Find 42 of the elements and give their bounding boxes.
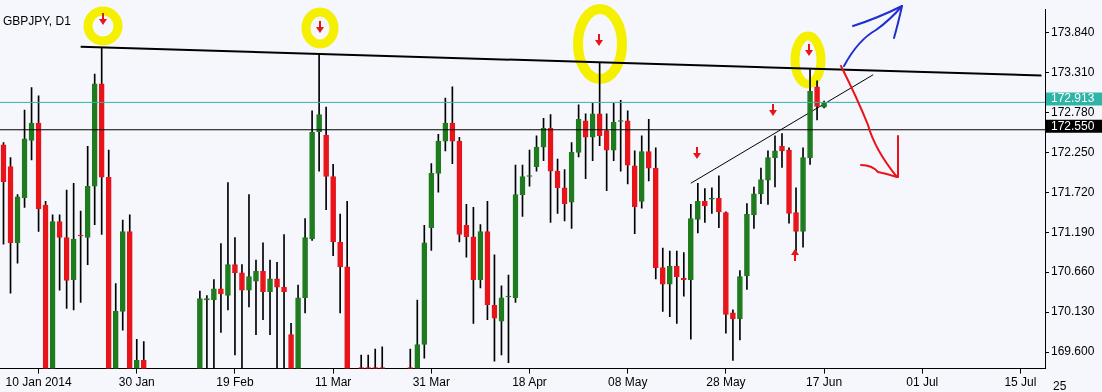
candlestick bbox=[673, 250, 680, 324]
candlestick bbox=[274, 262, 280, 369]
chart-title: GBPJPY, D1 bbox=[3, 13, 72, 28]
y-tick-label: 170.130 bbox=[1051, 304, 1095, 319]
candlestick bbox=[337, 213, 343, 314]
candlestick bbox=[239, 264, 245, 369]
x-tick-label: 10 Jan 2014 bbox=[5, 375, 72, 390]
candlestick bbox=[211, 279, 217, 369]
candlestick bbox=[218, 243, 224, 333]
y-tick-label: 170.660 bbox=[1051, 264, 1095, 279]
x-tick-label: 08 May bbox=[608, 375, 648, 390]
y-tick-label: 173.840 bbox=[1051, 24, 1095, 39]
x-tick-label: 31 Mar bbox=[412, 375, 451, 390]
text: 25 bbox=[1053, 378, 1067, 392]
y-tick-label: 169.600 bbox=[1051, 344, 1095, 359]
x-tick-label: 30 Jan bbox=[118, 375, 155, 390]
x-tick-label: 11 Mar bbox=[314, 375, 352, 390]
ref-line-label: 172.913 bbox=[1051, 91, 1095, 106]
x-tick-label: 01 Jul bbox=[906, 375, 939, 390]
x-tick-label: 15 Jul bbox=[1004, 375, 1037, 390]
candlestick bbox=[779, 133, 785, 168]
candlestick bbox=[702, 188, 708, 223]
x-tick-label: 28 May bbox=[706, 375, 746, 390]
candlestick bbox=[204, 295, 210, 369]
ref-line-label: 172.550 bbox=[1051, 118, 1095, 133]
y-tick-label: 171.720 bbox=[1051, 184, 1095, 199]
x-tick-label: 19 Feb bbox=[216, 375, 254, 390]
y-tick-label: 173.310 bbox=[1051, 64, 1095, 79]
y-tick-label: 172.780 bbox=[1051, 104, 1095, 119]
y-tick-label: 172.250 bbox=[1051, 144, 1095, 159]
candlestick bbox=[225, 182, 231, 311]
candlestick bbox=[709, 187, 715, 214]
candlestick bbox=[232, 237, 238, 356]
candlestick bbox=[267, 259, 273, 336]
x-tick-label: 18 Apr bbox=[512, 375, 547, 390]
candlestick bbox=[716, 175, 722, 229]
candlestick bbox=[253, 259, 259, 336]
candlestick bbox=[281, 234, 287, 369]
x-tick-label: 17 Jun bbox=[806, 375, 843, 390]
candlestick bbox=[246, 194, 252, 308]
candlestick bbox=[730, 309, 736, 361]
y-tick-label: 171.190 bbox=[1051, 224, 1095, 239]
